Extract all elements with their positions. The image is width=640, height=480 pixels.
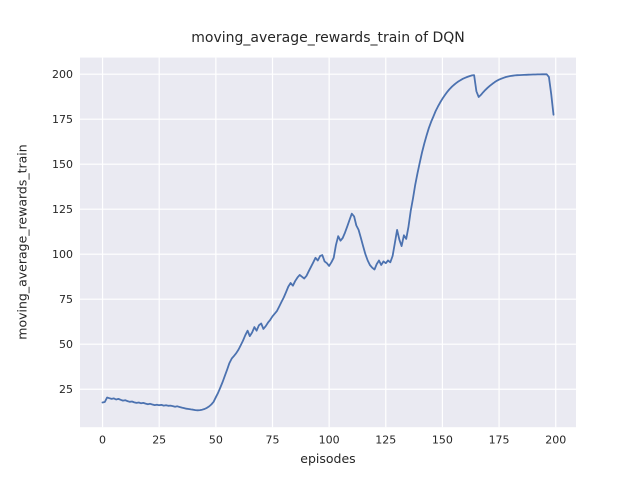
x-tick-label: 125 <box>375 434 396 447</box>
x-tick-label: 25 <box>152 434 166 447</box>
axes-background <box>80 57 576 428</box>
y-tick-label: 100 <box>52 248 73 261</box>
data-line <box>101 73 555 412</box>
x-tick-label: 0 <box>99 434 106 447</box>
y-axis-label: moving_average_rewards_train <box>14 144 30 340</box>
x-axis-label: episodes <box>300 451 356 466</box>
x-tick-label: 75 <box>265 434 279 447</box>
chart-title: moving_average_rewards_train of DQN <box>191 30 465 46</box>
x-tick-label: 200 <box>545 434 566 447</box>
x-tick-label: 50 <box>209 434 223 447</box>
y-tick-label: 175 <box>52 113 73 126</box>
x-tick-label: 150 <box>432 434 453 447</box>
y-tick-label: 125 <box>52 203 73 216</box>
y-tick-label: 200 <box>52 68 73 81</box>
y-tick-label: 75 <box>59 293 73 306</box>
x-tick-label: 100 <box>319 434 340 447</box>
y-tick-label: 150 <box>52 158 73 171</box>
y-tick-label: 50 <box>59 338 73 351</box>
x-tick-label: 175 <box>489 434 510 447</box>
y-tick-label: 25 <box>59 383 73 396</box>
